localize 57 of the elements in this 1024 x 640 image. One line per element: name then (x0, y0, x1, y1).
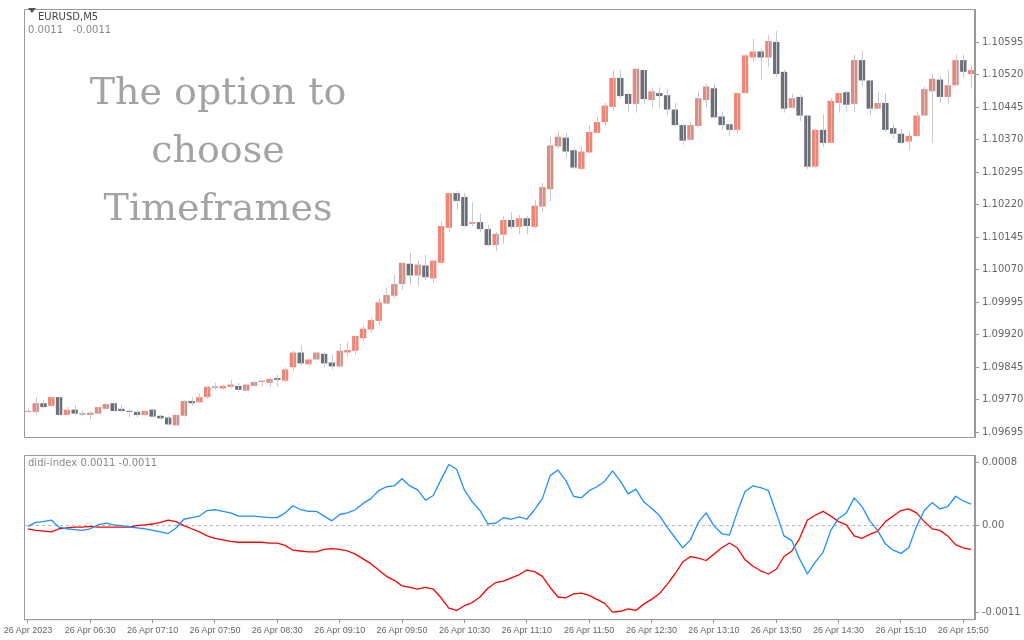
candlestick (469, 201, 476, 227)
y-tick-label: 1.10445 (982, 100, 1024, 112)
x-tick-label: 26 Apr 11:50 (563, 625, 615, 636)
annotation: The option to choose Timeframes (88, 68, 348, 231)
candlestick (765, 34, 772, 68)
x-tick-label: 26 Apr 2023 (3, 625, 53, 636)
x-tick-label: 26 Apr 06:30 (64, 625, 116, 636)
y-tick-label: 1.09695 (982, 425, 1024, 437)
x-tick-label: 26 Apr 13:50 (750, 625, 802, 636)
candlestick (235, 382, 242, 393)
candlestick (960, 53, 967, 79)
candlestick (274, 374, 281, 388)
y-tick-label: 1.10595 (982, 35, 1024, 47)
candlestick (796, 94, 803, 122)
x-tick-label: 26 Apr 10:30 (438, 625, 490, 636)
y-tick-label: -0.0011 (982, 606, 1021, 618)
text: 0.0011 -0.0011 (28, 23, 112, 35)
chart-title: EURUSD,M5 (38, 10, 99, 22)
x-tick-label: 26 Apr 11:10 (501, 625, 552, 636)
y-tick-label: 1.09995 (982, 295, 1024, 307)
y-tick-label: 1.09920 (982, 328, 1024, 340)
candlestick (804, 115, 811, 170)
y-tick-label: 0.0008 (982, 455, 1017, 467)
x-tick-label: 26 Apr 14:30 (813, 625, 865, 636)
y-tick-label: 1.10520 (982, 68, 1024, 80)
x-tick-label: 26 Apr 12:30 (625, 625, 678, 636)
y-tick-label: 1.10070 (982, 263, 1024, 275)
candlestick (913, 111, 920, 137)
candlestick (952, 53, 959, 86)
x-tick-label: 26 Apr 09:10 (314, 625, 366, 636)
candlestick (757, 48, 764, 81)
candlestick (305, 358, 312, 367)
y-tick-label: 0.00 (982, 519, 1005, 531)
candlestick (679, 122, 686, 146)
y-tick-label: 1.10220 (982, 198, 1024, 210)
candlestick (749, 38, 757, 62)
y-tick-label: 1.10295 (982, 165, 1024, 177)
x-tick-label: 26 Apr 15:10 (875, 625, 927, 636)
candlestick (422, 254, 429, 280)
y-tick-label: 1.09845 (982, 360, 1024, 372)
y-tick-label: 1.10370 (982, 133, 1024, 145)
x-tick-label: 26 Apr 09:50 (376, 625, 428, 636)
candlestick (874, 90, 881, 110)
candlestick (196, 392, 203, 404)
candlestick (172, 414, 180, 426)
x-tick-label: 26 Apr 13:10 (688, 625, 740, 636)
y-tick-label: 1.10145 (982, 230, 1024, 242)
candlestick (40, 399, 47, 409)
candlestick (648, 86, 655, 110)
chart-title: didi-index 0.0011 -0.0011 (28, 456, 158, 468)
y-tick-label: 1.09770 (982, 393, 1024, 405)
x-tick-label: 26 Apr 07:10 (127, 625, 179, 636)
x-tick-label: 26 Apr 07:50 (189, 625, 241, 636)
x-tick-label: 26 Apr 08:30 (251, 625, 303, 636)
candlestick (843, 89, 850, 113)
x-tick-label: 26 Apr 15:50 (937, 625, 989, 636)
candlestick (578, 145, 585, 171)
